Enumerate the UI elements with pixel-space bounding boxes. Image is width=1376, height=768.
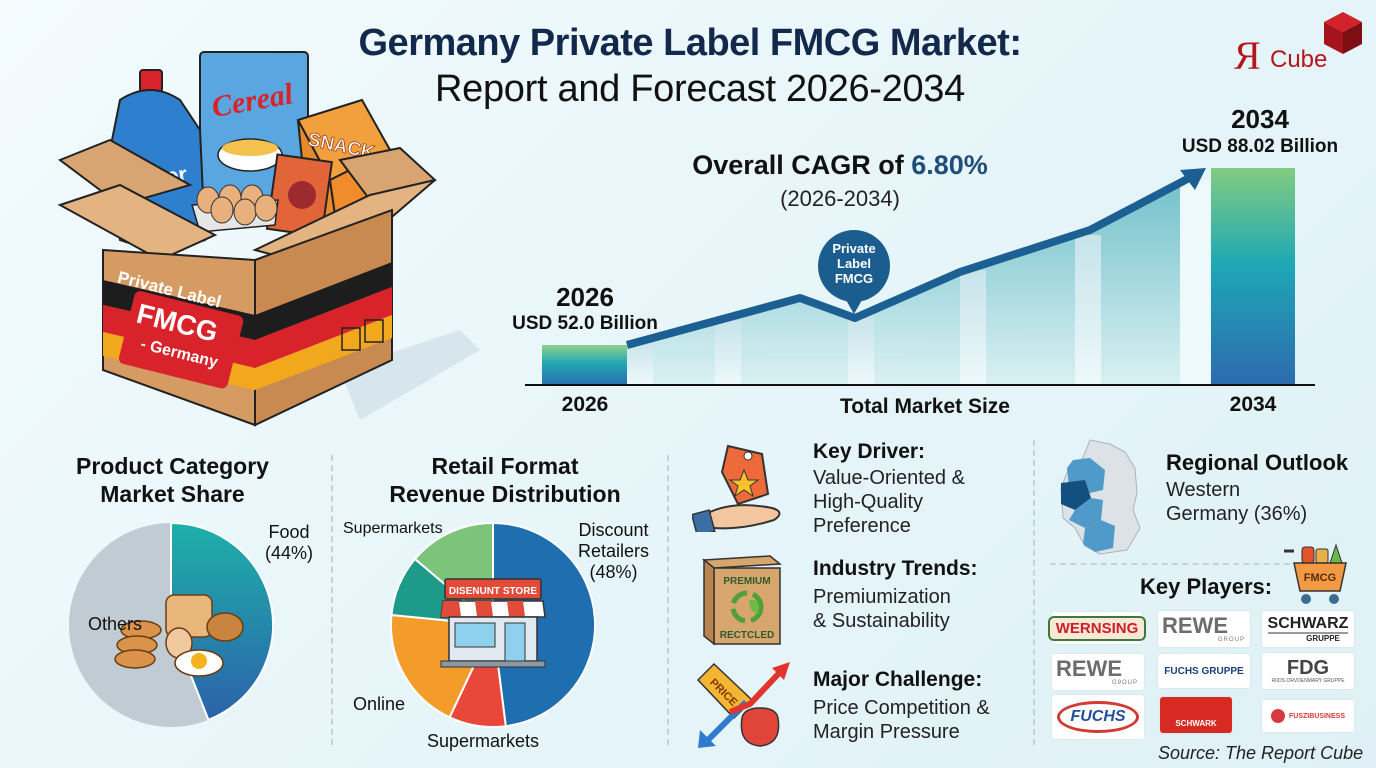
page-title: Germany Private Label FMCG Market: <box>358 22 1023 64</box>
food-label: Food (44%) <box>265 522 314 563</box>
eggs-icon <box>191 184 279 233</box>
industry-trends-title: Industry Trends: <box>813 557 978 580</box>
bar-2026 <box>542 345 627 385</box>
logo-fuchs: FUCHS <box>1052 695 1144 739</box>
logo-schwark: SCHWARK <box>1160 697 1232 733</box>
key-driver-title: Key Driver: <box>813 440 926 463</box>
end-value: USD 88.02 Billion <box>1181 136 1339 157</box>
this-side-up-icon <box>341 327 361 351</box>
industry-trends-text: Premiumization & Sustainability <box>813 586 951 632</box>
section-divider <box>1033 440 1035 745</box>
germany-map-icon <box>1060 439 1141 555</box>
fmcg-cart-icon: FMCG <box>1284 543 1347 604</box>
bread-eggs-icon <box>114 594 244 677</box>
supermarkets-bottom-label: Supermarkets <box>427 731 540 751</box>
logo-text: Cube <box>1270 46 1328 73</box>
page-subtitle: Report and Forecast 2026-2034 <box>435 68 965 110</box>
svg-text:DISENUNT STORE: DISENUNT STORE <box>449 586 537 597</box>
price-arrows-purse-icon: PRICE <box>696 662 790 748</box>
major-challenge-text: Price Competition & Margin Pressure <box>813 697 990 743</box>
logo-schwarz-gruppe: SCHWARZ GRUPPE <box>1262 611 1354 647</box>
key-driver-text: Value-Oriented & High-Quality Preference <box>813 467 965 537</box>
logo-fdg: FDG RIIOS ORVDENMARY GRUPPE <box>1262 653 1354 689</box>
product-category-title: Product Category Market Share <box>76 453 269 507</box>
cagr-value: 6.80% <box>911 150 988 180</box>
svg-text:FMCG: FMCG <box>1304 572 1336 584</box>
key-players-title: Key Players: <box>1140 574 1273 599</box>
logo-fuszibusiness: FUSZIBUSINESS <box>1262 700 1354 732</box>
retail-format-pie: DISENUNT STORE <box>390 522 596 728</box>
svg-text:PREMIUM: PREMIUM <box>723 576 770 587</box>
source-note: Source: The Report Cube <box>1158 743 1364 763</box>
start-year: 2026 <box>556 282 614 312</box>
discount-store-icon: DISENUNT STORE <box>440 578 546 668</box>
report-cube-logo: Я Cube <box>1234 10 1364 78</box>
regional-outlook-text: Western Germany (36%) <box>1166 479 1308 525</box>
start-value: USD 52.0 Billion <box>512 313 658 334</box>
svg-text:RECTCLED: RECTCLED <box>720 630 774 641</box>
x-axis-end-label: 2034 <box>1229 393 1277 416</box>
section-divider <box>667 455 669 745</box>
bar-2034 <box>1211 168 1295 385</box>
online-label: Online <box>353 694 406 714</box>
others-label: Others <box>88 614 143 634</box>
logo-r-glyph: Я <box>1234 33 1261 78</box>
section-divider <box>331 455 333 745</box>
x-axis-title: Total Market Size <box>840 395 1010 418</box>
trend-arrow-icon <box>1180 168 1206 190</box>
logo-rewe-group-2: REWE G9OUP <box>1052 654 1144 690</box>
cagr-period: (2026-2034) <box>780 186 900 211</box>
private-label-box-illustration: Cereal Deter SNACK Private Label <box>57 51 480 427</box>
hand-price-tag-icon <box>692 444 781 532</box>
logo-rewe-group: REWE GROUP <box>1158 611 1250 647</box>
regional-outlook-title: Regional Outlook <box>1166 450 1349 475</box>
x-axis-start-label: 2026 <box>561 393 609 416</box>
private-label-fmcg-bubble: Private Label FMCG <box>818 230 890 314</box>
logo-fuchs-gruppe: FUCHS GRUPPE <box>1158 654 1250 688</box>
cagr-title: Overall CAGR of 6.80% <box>692 150 988 180</box>
end-year: 2034 <box>1231 104 1289 134</box>
retail-format-title: Retail Format Revenue Distribution <box>389 453 621 507</box>
supermarkets-top-label: Supermarkets <box>343 520 443 537</box>
cube-icon <box>1324 12 1362 54</box>
recycled-box-icon: PREMIUM RECTCLED <box>702 555 782 646</box>
logo-wernsing: WERNSING <box>1047 612 1147 644</box>
discount-retailers-label: Discount Retailers (48%) <box>578 520 650 582</box>
major-challenge-title: Major Challenge: <box>813 668 983 691</box>
section-divider <box>1050 563 1290 565</box>
keep-dry-icon <box>364 319 384 343</box>
market-size-chart <box>525 168 1315 386</box>
product-category-pie <box>69 522 274 727</box>
